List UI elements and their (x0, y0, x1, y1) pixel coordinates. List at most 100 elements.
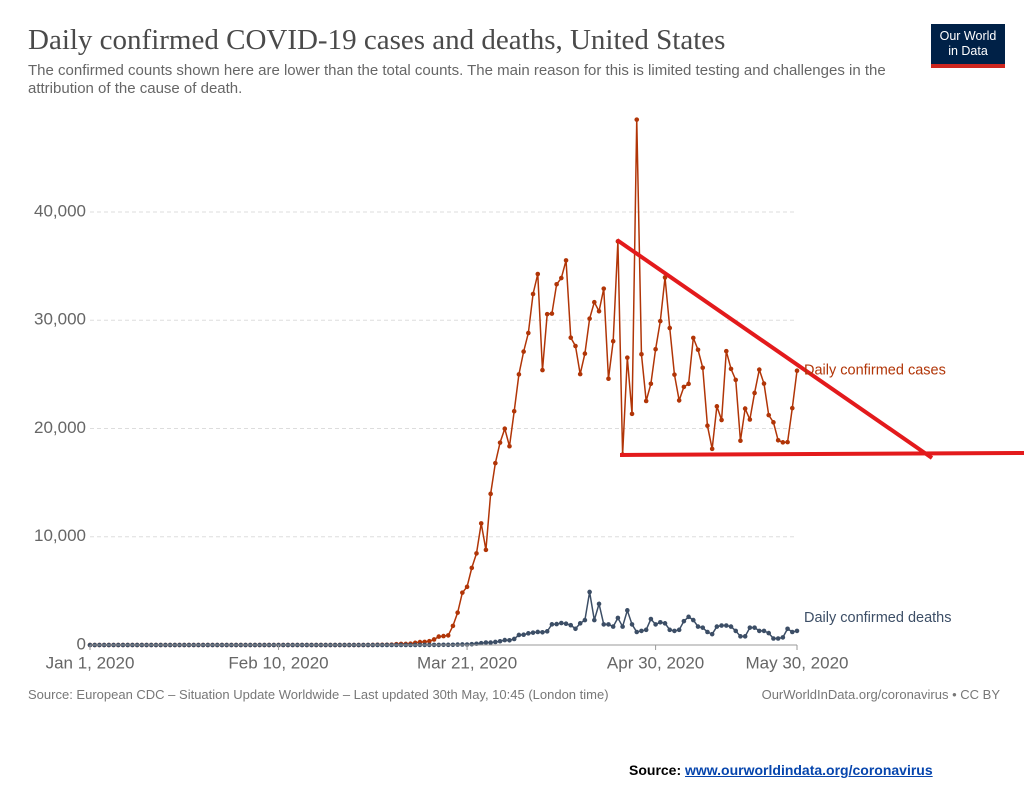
data-point (606, 622, 611, 627)
data-point (469, 565, 475, 571)
data-point (474, 551, 479, 556)
data-point (620, 624, 625, 629)
data-point (766, 630, 772, 636)
data-point (488, 640, 493, 645)
y-tick-label: 30,000 (34, 310, 86, 329)
data-point (724, 623, 729, 628)
data-point (502, 426, 508, 432)
data-point (634, 117, 640, 122)
data-point (587, 589, 592, 595)
data-point (789, 629, 795, 635)
data-point (502, 637, 508, 643)
data-point (681, 618, 687, 624)
data-point (738, 634, 743, 639)
data-point (794, 628, 800, 634)
data-point (667, 627, 673, 633)
footer-credit: OurWorldInData.org/coronavirus • CC BY (761, 687, 1000, 702)
data-point (728, 624, 734, 629)
data-point (775, 636, 781, 641)
data-point (568, 335, 574, 340)
data-point (625, 608, 630, 613)
data-point (667, 325, 673, 331)
data-point (794, 368, 800, 374)
data-point (610, 338, 616, 344)
data-point (658, 318, 663, 324)
data-point (497, 638, 503, 644)
data-point (521, 632, 526, 638)
data-point (450, 623, 456, 629)
data-point (507, 443, 512, 449)
data-point (676, 398, 682, 403)
data-point (766, 412, 772, 418)
source: Source: www.ourworldindata.org/coronavir… (629, 762, 933, 778)
source-link[interactable]: www.ourworldindata.org/coronavirus (685, 762, 933, 778)
y-tick-label: 10,000 (34, 526, 86, 545)
data-point (615, 615, 621, 621)
data-point (530, 630, 536, 635)
data-point (629, 622, 635, 627)
data-point (700, 625, 706, 630)
data-point (592, 617, 597, 623)
data-point (577, 621, 583, 626)
data-point (582, 617, 588, 623)
data-point (719, 623, 724, 628)
source-label: Source: (629, 762, 682, 778)
series-label: Daily confirmed deaths (804, 610, 952, 626)
data-point (686, 381, 691, 387)
data-point (761, 381, 767, 386)
data-point (691, 617, 696, 623)
data-point (629, 411, 635, 417)
logo-line: in Data (948, 44, 988, 58)
data-point (507, 638, 512, 643)
data-point (752, 390, 757, 396)
series-line (90, 119, 798, 646)
data-point (761, 628, 767, 634)
data-point (535, 271, 541, 277)
data-point (596, 601, 602, 607)
data-point (681, 384, 687, 390)
data-point (530, 291, 536, 297)
data-point (610, 624, 616, 629)
data-point (780, 440, 786, 445)
grid (90, 211, 797, 646)
data-point (568, 622, 574, 628)
data-point (573, 626, 578, 632)
data-point (639, 351, 644, 357)
data-point (771, 636, 776, 641)
data-point (705, 629, 710, 635)
data-point (775, 437, 781, 443)
x-tick-label: Apr 30, 2020 (607, 653, 704, 672)
data-point (526, 631, 531, 636)
y-tick-label: 0 (77, 634, 86, 653)
data-point (653, 622, 658, 627)
logo-line: Our World (939, 29, 997, 43)
data-point (714, 624, 720, 629)
data-point (464, 642, 470, 647)
data-point (592, 299, 597, 305)
data-point (464, 584, 470, 590)
data-point (441, 633, 446, 639)
logo[interactable]: Our World in Data (931, 24, 1005, 68)
data-point (672, 372, 677, 377)
data-point (549, 311, 555, 316)
data-point (625, 355, 630, 360)
data-point (634, 629, 640, 635)
data-point (488, 491, 493, 497)
data-point (544, 629, 550, 634)
annotation-line (619, 451, 1024, 457)
x-tick-label: Mar 21, 2020 (417, 653, 517, 672)
data-point (747, 417, 753, 422)
data-point (695, 624, 701, 629)
data-point (733, 628, 739, 634)
data-point (460, 642, 465, 647)
x-tick-label: May 30, 2020 (745, 653, 848, 672)
data-point (511, 408, 517, 414)
data-point (478, 640, 484, 646)
data-point (554, 621, 559, 627)
data-point (648, 381, 654, 387)
data-point (705, 423, 710, 429)
data-point (785, 439, 790, 445)
data-point (724, 348, 729, 354)
chart-subtitle: The confirmed counts shown here are lowe… (28, 62, 886, 97)
data-point (526, 330, 531, 336)
